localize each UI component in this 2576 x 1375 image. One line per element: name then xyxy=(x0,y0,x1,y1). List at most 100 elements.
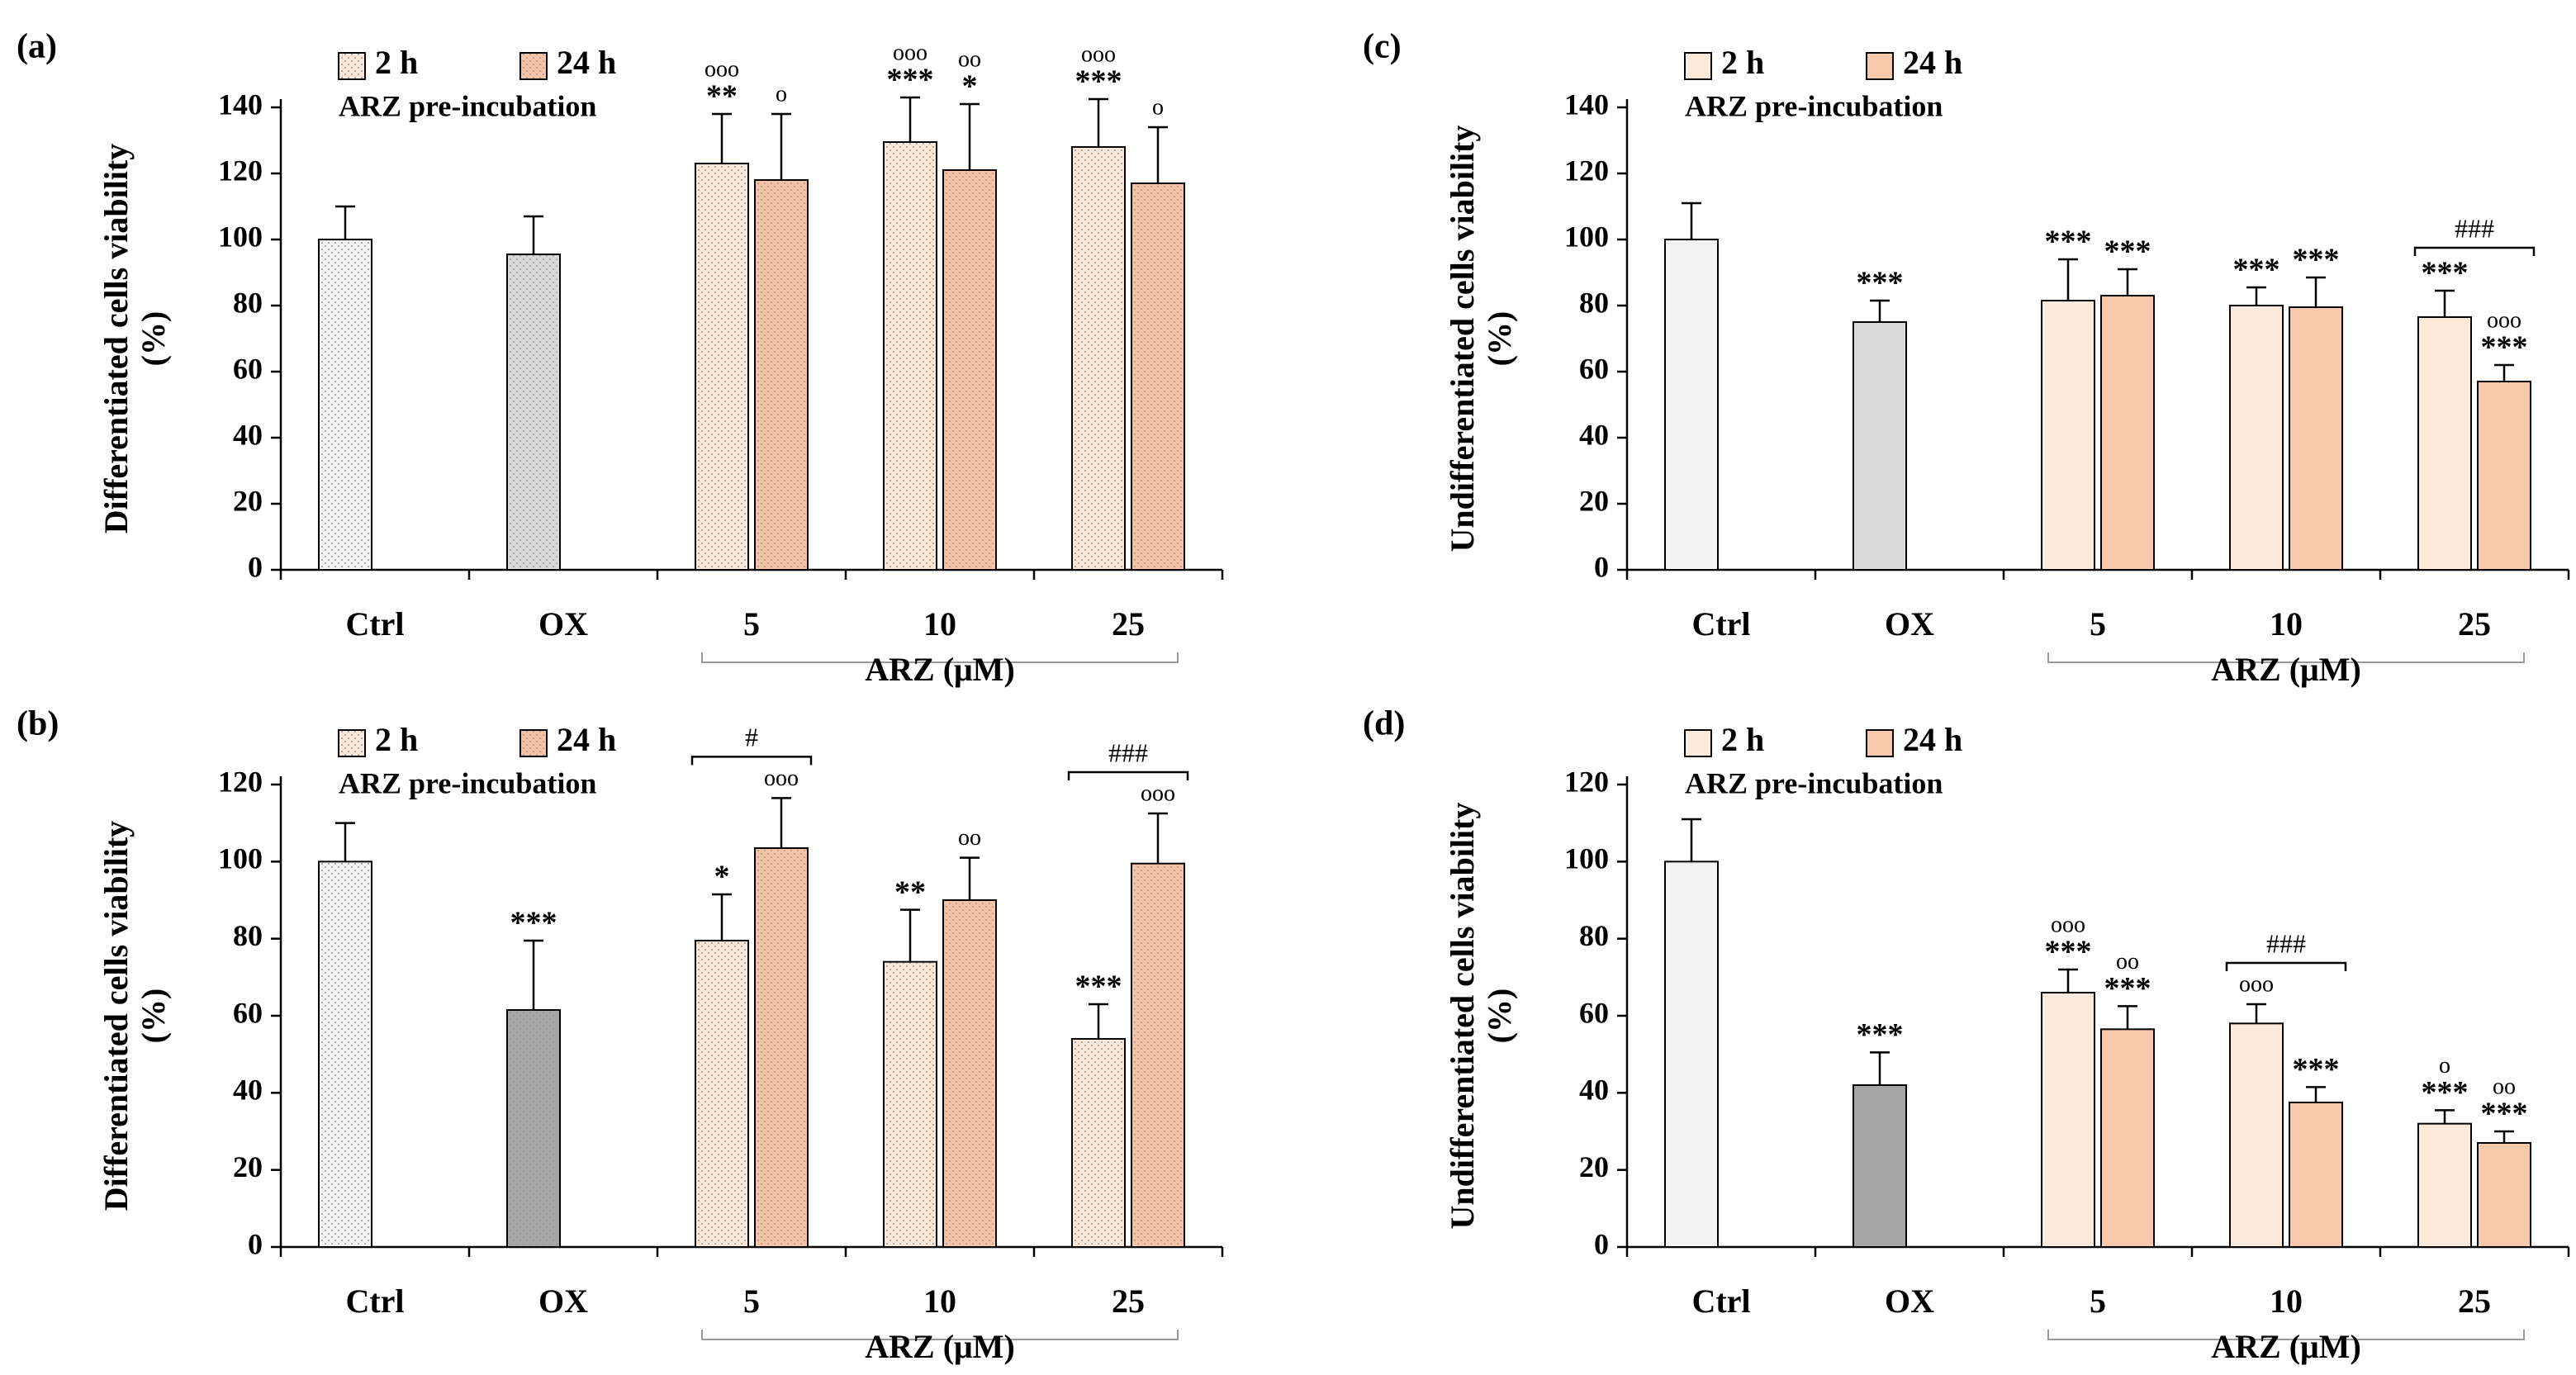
significance-label: *** xyxy=(2481,330,2528,365)
y-tick-label: 20 xyxy=(1579,1150,1609,1183)
error-bar xyxy=(1870,1051,1890,1085)
error-bar xyxy=(2494,1130,2514,1143)
error-bar xyxy=(1148,126,1168,183)
x-tick-label: 25 xyxy=(1112,605,1145,642)
significance-label: *** xyxy=(510,906,557,941)
y-tick-label: 120 xyxy=(1564,765,1609,798)
y-tick-label: 20 xyxy=(233,484,263,517)
x-tick-label: 5 xyxy=(743,605,760,642)
significance-label: *** xyxy=(2293,1052,2340,1087)
bracket xyxy=(2413,246,2536,256)
legend-label: 2 h xyxy=(1721,721,1764,758)
legend-swatch xyxy=(1866,729,1894,757)
significance-label: oo xyxy=(958,46,981,72)
panel-label: (b) xyxy=(17,705,59,743)
bar xyxy=(506,254,561,571)
x-tick-label: 10 xyxy=(923,605,956,642)
error-bar xyxy=(2435,289,2455,317)
significance-label: *** xyxy=(2104,971,2151,1006)
y-tick-label: 0 xyxy=(1594,1227,1609,1260)
significance-label: ** xyxy=(894,875,926,909)
bar xyxy=(506,1009,561,1248)
x-tick-label: OX xyxy=(538,1283,588,1320)
significance-label: *** xyxy=(1857,1017,1904,1052)
y-axis-label: Differentiated cells viability xyxy=(97,144,135,534)
significance-label: ooo xyxy=(893,40,927,65)
error-bar xyxy=(524,939,543,1010)
y-tick-label: 60 xyxy=(1579,996,1609,1029)
error-bar xyxy=(2118,1005,2137,1030)
error-bar xyxy=(1089,1003,1108,1039)
panel-label: (d) xyxy=(1363,705,1405,743)
x-tick-label: 25 xyxy=(1112,1283,1145,1320)
significance-label: oo xyxy=(2116,949,2139,974)
legend-label: 24 h xyxy=(557,721,616,758)
significance-label: *** xyxy=(1857,266,1904,301)
bar xyxy=(1853,1084,1907,1248)
x-tick-label: OX xyxy=(1885,605,1934,642)
bracket xyxy=(2225,961,2347,971)
group-bracket xyxy=(701,1330,1179,1340)
x-tick-label: 5 xyxy=(743,1283,760,1320)
y-tick-label: 40 xyxy=(1579,1074,1609,1107)
significance-label: ooo xyxy=(1081,41,1116,67)
bar xyxy=(2229,305,2284,571)
x-tick-label: 5 xyxy=(2090,1283,2106,1320)
x-tick-label: 10 xyxy=(923,1283,956,1320)
bracket-label: ### xyxy=(2455,213,2494,243)
x-tick-label: 10 xyxy=(2270,605,2303,642)
x-tick-label: 10 xyxy=(2270,1283,2303,1320)
group-label: ARZ (μM) xyxy=(865,1328,1015,1365)
significance-label: ooo xyxy=(704,56,739,82)
error-bar xyxy=(960,856,980,900)
significance-label: *** xyxy=(2045,225,2092,259)
error-bar xyxy=(1148,812,1168,864)
bar xyxy=(2289,306,2343,571)
error-bar xyxy=(2494,363,2514,382)
group-bracket xyxy=(2047,652,2525,663)
group-bracket xyxy=(2047,1330,2525,1340)
significance-label: *** xyxy=(2422,256,2469,291)
error-bar xyxy=(2246,286,2266,306)
error-bar xyxy=(2435,1109,2455,1124)
bar xyxy=(2229,1022,2284,1249)
legend-swatch xyxy=(338,52,366,80)
bar xyxy=(1071,1038,1126,1248)
significance-label: ooo xyxy=(2051,912,2085,937)
bar xyxy=(754,179,809,571)
y-tick-label: 60 xyxy=(1579,352,1609,385)
group-bracket xyxy=(701,652,1179,663)
bar xyxy=(883,141,937,571)
significance-label: ooo xyxy=(764,766,799,791)
significance-label: ooo xyxy=(1141,780,1175,806)
significance-label: *** xyxy=(2293,243,2340,277)
bar xyxy=(1131,183,1185,571)
legend-label: 2 h xyxy=(375,721,418,758)
x-tick-label: Ctrl xyxy=(345,605,404,642)
bar xyxy=(754,847,809,1248)
x-tick-label: 5 xyxy=(2090,605,2106,642)
error-bar xyxy=(2058,258,2078,301)
bar xyxy=(2477,1142,2531,1248)
error-bar xyxy=(2306,1086,2326,1102)
x-tick-label: Ctrl xyxy=(1691,1283,1750,1320)
y-tick-label: 100 xyxy=(218,220,263,253)
y-tick-label: 0 xyxy=(248,550,263,583)
x-tick-label: OX xyxy=(1885,1283,1934,1320)
y-tick-label: 120 xyxy=(218,154,263,187)
y-axis-unit: (%) xyxy=(1481,311,1518,367)
panel-label: (c) xyxy=(1363,28,1402,66)
significance-label: * xyxy=(962,69,978,104)
legend-swatch xyxy=(519,729,548,757)
legend-swatch xyxy=(338,729,366,757)
y-tick-label: 80 xyxy=(1579,919,1609,952)
legend-note: ARZ pre-incubation xyxy=(339,766,596,799)
y-axis-label: Differentiated cells viability xyxy=(97,821,135,1211)
significance-label: ooo xyxy=(2487,307,2521,333)
significance-label: *** xyxy=(1075,970,1122,1004)
y-tick-label: 40 xyxy=(233,418,263,451)
y-axis-unit: (%) xyxy=(1481,989,1518,1044)
legend-label: 24 h xyxy=(1903,44,1962,81)
y-tick-label: 40 xyxy=(1579,418,1609,451)
